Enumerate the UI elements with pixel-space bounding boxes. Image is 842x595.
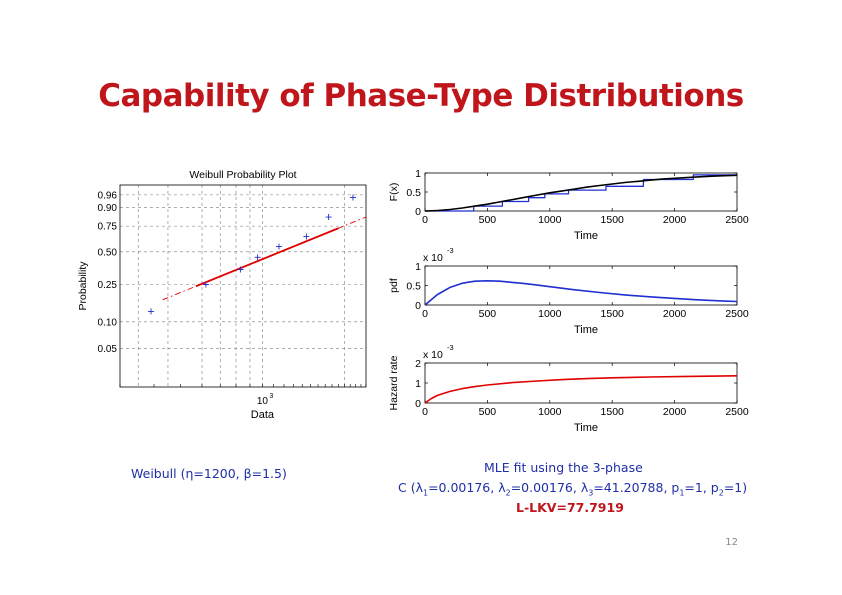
hazard-series-fitted-curve	[424, 375, 738, 404]
hazard-xlabel: Time	[574, 422, 598, 434]
cdf-xtick-label: 0	[422, 214, 428, 226]
pdf-ytick-label: 0	[415, 300, 421, 312]
weibull-data-point	[325, 214, 332, 221]
weibull-data-point	[237, 266, 244, 273]
weibull-ytick-label: 0.75	[98, 222, 118, 233]
pdf-multiplier-base: x 10	[423, 252, 443, 264]
pdf-xtick-label: 2000	[663, 308, 687, 320]
cdf-plot-frame	[424, 172, 738, 212]
pdf-multiplier-exp: -3	[447, 246, 454, 255]
weibull-ytick-label: 0.10	[98, 317, 118, 328]
page-number: 12	[725, 537, 738, 548]
pdf-xtick-label: 1500	[601, 308, 625, 320]
slide-title: Capability of Phase-Type Distributions	[98, 78, 744, 114]
weibull-xtick-label: 10	[257, 396, 269, 407]
weibull-data-point	[349, 194, 356, 201]
weibull-ytick-label: 0.96	[98, 190, 118, 201]
cdf-ytick-label: 0.5	[406, 187, 421, 199]
hazard-xtick-label: 1500	[601, 406, 625, 418]
weibull-plot-frame	[119, 184, 367, 388]
cdf-xtick-label: 1500	[601, 214, 625, 226]
weibull-ylabel: Probability	[77, 261, 89, 311]
weibull-ytick-label: 0.50	[98, 247, 118, 258]
pdf-ytick-label: 0.5	[406, 281, 421, 293]
hazard-ytick-label: 0	[415, 398, 421, 410]
cdf-xtick-label: 500	[479, 214, 497, 226]
weibull-data-point	[303, 233, 310, 240]
weibull-ytick-label: 0.90	[98, 203, 118, 214]
hazard-xtick-label: 2500	[725, 406, 749, 418]
cdf-xtick-label: 2500	[725, 214, 749, 226]
weibull-data-point	[275, 243, 282, 250]
hazard-ytick-label: 1	[415, 378, 421, 390]
pdf-xlabel: Time	[574, 324, 598, 336]
cdf-series-empirical-step	[425, 174, 737, 212]
cdf-ytick-label: 0	[415, 206, 421, 218]
pdf-ytick-label: 1	[415, 261, 421, 273]
weibull-data-point	[254, 254, 261, 261]
mle-caption-line1: MLE fit using the 3-phase	[484, 460, 643, 475]
weibull-xlabel: Data	[251, 409, 275, 421]
weibull-plot-title: Weibull Probability Plot	[189, 169, 296, 181]
lkv-caption: L-LKV=77.7919	[516, 500, 624, 515]
cdf-xtick-label: 2000	[663, 214, 687, 226]
hazard-multiplier-base: x 10	[423, 349, 443, 361]
pdf-xtick-label: 500	[479, 308, 497, 320]
weibull-ytick-label: 0.25	[98, 280, 118, 291]
pdf-xtick-label: 0	[422, 308, 428, 320]
cdf-ylabel: F(x)	[388, 183, 400, 202]
hazard-plot-frame	[424, 362, 738, 404]
weibull-fit-line	[195, 227, 339, 288]
hazard-ylabel: Hazard rate	[388, 355, 400, 410]
cdf-ytick-label: 1	[415, 168, 421, 180]
weibull-caption: Weibull (η=1200, β=1.5)	[131, 466, 287, 481]
weibull-data-point	[202, 281, 209, 288]
hazard-xtick-label: 1000	[538, 406, 562, 418]
hazard-multiplier-exp: -3	[447, 343, 454, 352]
cdf-xlabel: Time	[574, 230, 598, 242]
weibull-ytick-label: 0.05	[98, 344, 118, 355]
mle-caption-params: C (λ1=0.00176, λ2=0.00176, λ3=41.20788, …	[398, 480, 748, 498]
weibull-data-point	[148, 308, 155, 315]
pdf-xtick-label: 2500	[725, 308, 749, 320]
pdf-series-fitted-curve	[424, 280, 738, 306]
pdf-xtick-label: 1000	[538, 308, 562, 320]
hazard-xtick-label: 500	[479, 406, 497, 418]
hazard-xtick-label: 2000	[663, 406, 687, 418]
cdf-series-fitted-curve	[424, 174, 738, 212]
cdf-xtick-label: 1000	[538, 214, 562, 226]
pdf-ylabel: pdf	[388, 278, 400, 293]
weibull-xtick-exponent: 3	[269, 393, 273, 400]
hazard-xtick-label: 0	[422, 406, 428, 418]
hazard-ytick-label: 2	[415, 358, 421, 370]
